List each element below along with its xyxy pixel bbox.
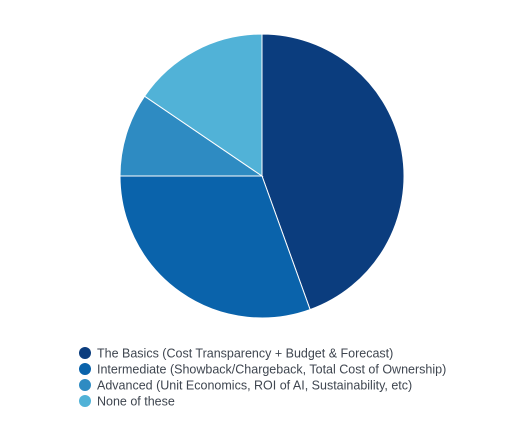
legend-marker [79, 363, 91, 375]
legend-marker [79, 379, 91, 391]
pie-slice-1[interactable] [261, 33, 405, 311]
pie-slice-4[interactable] [143, 33, 263, 177]
pie-slices [119, 33, 405, 319]
legend-item-2[interactable]: Intermediate (Showback/Chargeback, Total… [79, 363, 446, 377]
legend-label: Advanced (Unit Economics, ROI of AI, Sus… [97, 379, 412, 393]
pie-slice-3[interactable] [119, 95, 264, 177]
legend-label: Intermediate (Showback/Chargeback, Total… [97, 363, 446, 377]
legend: The Basics (Cost Transparency + Budget &… [79, 347, 446, 409]
pie-slice-2[interactable] [119, 175, 311, 319]
legend-marker [79, 347, 91, 359]
legend-label: The Basics (Cost Transparency + Budget &… [97, 347, 393, 361]
legend-item-4[interactable]: None of these [79, 395, 175, 409]
legend-marker [79, 395, 91, 407]
legend-label: None of these [97, 395, 175, 409]
legend-item-1[interactable]: The Basics (Cost Transparency + Budget &… [79, 347, 393, 361]
legend-item-3[interactable]: Advanced (Unit Economics, ROI of AI, Sus… [79, 379, 412, 393]
